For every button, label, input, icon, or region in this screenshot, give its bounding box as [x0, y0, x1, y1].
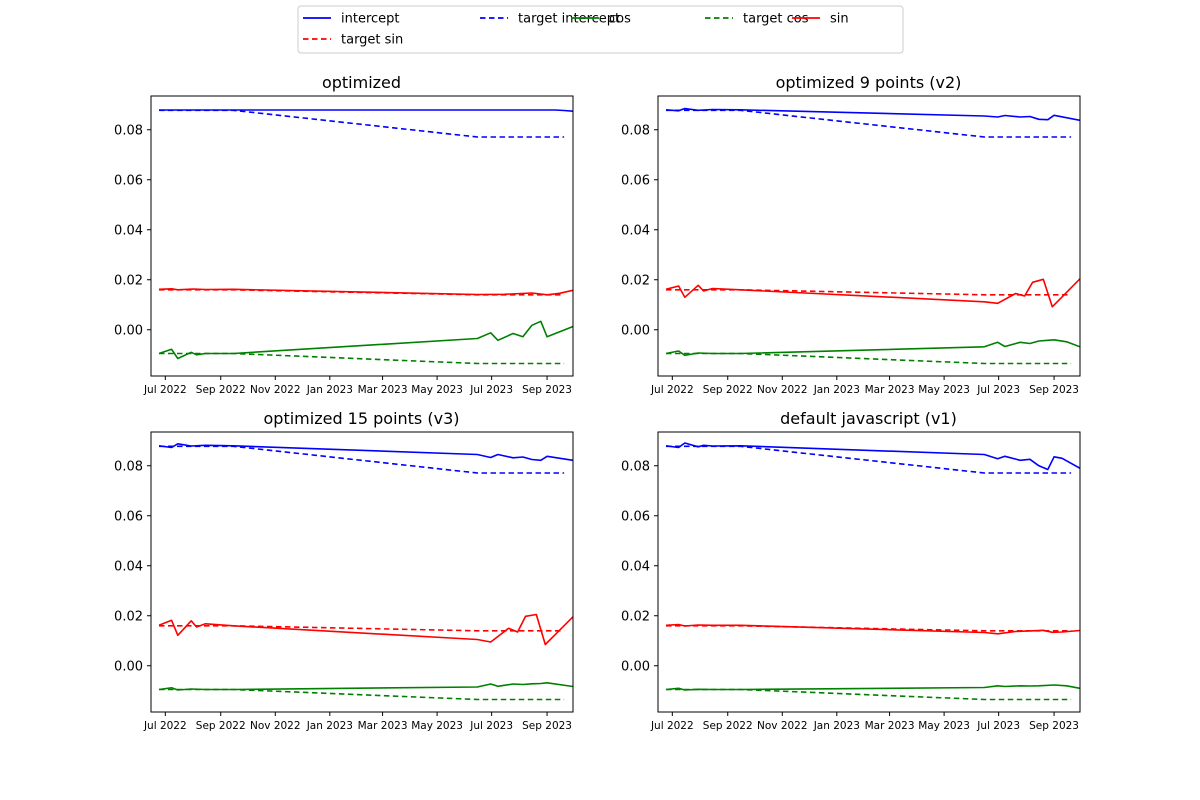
x-tick-label: May 2023 [411, 384, 463, 396]
legend-item-target-sin: target sin [303, 33, 403, 48]
series-line-cos [158, 681, 573, 691]
x-tick-label: May 2023 [918, 720, 970, 732]
x-tick-label: Sep 2022 [703, 384, 753, 396]
y-tick-label: 0.06 [114, 509, 143, 524]
y-tick-label: 0.04 [621, 559, 650, 574]
legend-label: target intercept [518, 12, 620, 27]
subplot-title: optimized [322, 73, 401, 92]
x-tick-label: Sep 2022 [196, 720, 246, 732]
x-tick-label: May 2023 [918, 384, 970, 396]
legend-item-intercept: intercept [303, 12, 400, 27]
x-tick-label: Sep 2022 [703, 720, 753, 732]
y-tick-label: 0.08 [114, 459, 143, 474]
x-tick-label: Jul 2022 [143, 720, 187, 732]
legend-item-target-cos: target cos [705, 12, 809, 27]
series-group [665, 442, 1080, 701]
series-line-cos [665, 684, 1080, 691]
y-tick-label: 0.08 [621, 123, 650, 138]
series-line-sin [665, 278, 1080, 308]
axes-frame [657, 431, 1081, 713]
y-tick-label: 0.02 [621, 609, 650, 624]
legend-frame [297, 5, 904, 54]
x-tick-label: Jul 2022 [650, 720, 694, 732]
series-line-sin [158, 613, 573, 646]
x-tick-label: Nov 2022 [250, 720, 301, 732]
x-tick-label: Jul 2022 [143, 384, 187, 396]
x-tick-label: Sep 2022 [196, 384, 246, 396]
subplot-title: optimized 15 points (v3) [264, 409, 460, 428]
x-tick-label: Nov 2022 [757, 384, 808, 396]
x-tick-label: Mar 2023 [865, 384, 915, 396]
y-tick-label: 0.00 [621, 323, 650, 338]
axes-frame [150, 431, 574, 713]
legend-label: cos [609, 12, 631, 27]
y-tick-label: 0.00 [114, 323, 143, 338]
legend-label: target cos [743, 12, 809, 27]
subplot-title: default javascript (v1) [780, 409, 957, 428]
x-tick-label: Nov 2022 [250, 384, 301, 396]
series-line-intercept [665, 107, 1080, 122]
legend-label: target sin [341, 33, 403, 48]
series-line-cos [158, 320, 573, 360]
legend-item-sin: sin [792, 12, 849, 27]
y-tick-label: 0.04 [114, 223, 143, 238]
series-group [158, 442, 573, 701]
series-line-sin [665, 623, 1080, 635]
y-tick-label: 0.02 [621, 273, 650, 288]
y-tick-label: 0.06 [621, 509, 650, 524]
x-tick-label: Jan 2023 [306, 384, 353, 396]
series-line-intercept [158, 442, 573, 462]
x-tick-label: Jan 2023 [306, 720, 353, 732]
y-tick-label: 0.04 [621, 223, 650, 238]
y-tick-label: 0.08 [621, 459, 650, 474]
series-line-intercept [665, 442, 1080, 471]
x-tick-label: Sep 2023 [522, 720, 572, 732]
x-tick-label: Jul 2023 [469, 720, 513, 732]
legend-label: intercept [341, 12, 400, 27]
subplot-optimized-9-points: optimized 9 points (v2) Jul 2022 Sep 2022… [621, 73, 1081, 396]
axes-frame [657, 95, 1081, 377]
x-tick-label: Mar 2023 [865, 720, 915, 732]
y-tick-label: 0.08 [114, 123, 143, 138]
x-tick-label: Mar 2023 [358, 720, 408, 732]
series-line-sin [158, 287, 573, 296]
series-line-target-cos [159, 352, 565, 365]
x-tick-label: May 2023 [411, 720, 463, 732]
subplot-default-javascript: default javascript (v1) Jul 2022 Sep 2022… [621, 409, 1081, 732]
legend-item-cos: cos [571, 12, 631, 27]
y-tick-label: 0.02 [114, 273, 143, 288]
x-tick-label: Sep 2023 [1029, 384, 1079, 396]
y-tick-label: 0.00 [114, 659, 143, 674]
x-tick-label: Jan 2023 [813, 384, 860, 396]
legend-item-target-intercept: target intercept [480, 12, 620, 27]
subplot-optimized: optimized Jul 2022 Sep 2022 Nov 2022 Jan 20… [114, 73, 574, 396]
y-tick-label: 0.06 [114, 173, 143, 188]
x-tick-label: Jan 2023 [813, 720, 860, 732]
x-tick-label: Sep 2023 [522, 384, 572, 396]
y-tick-label: 0.00 [621, 659, 650, 674]
series-line-intercept [159, 109, 573, 112]
y-tick-label: 0.04 [114, 559, 143, 574]
x-tick-label: Jul 2023 [976, 720, 1020, 732]
x-tick-label: Jul 2022 [650, 384, 694, 396]
y-tick-label: 0.06 [621, 173, 650, 188]
legend-label: sin [830, 12, 849, 27]
x-tick-label: Jul 2023 [469, 384, 513, 396]
y-tick-label: 0.02 [114, 609, 143, 624]
subplot-optimized-15-points: optimized 15 points (v3) Jul 2022 Sep 202… [114, 409, 574, 732]
series-line-cos [665, 338, 1080, 357]
series-line-target-intercept [666, 445, 1072, 474]
x-tick-label: Jul 2023 [976, 384, 1020, 396]
x-tick-label: Sep 2023 [1029, 720, 1079, 732]
axes-frame [150, 95, 574, 377]
series-group [158, 109, 573, 365]
series-group [665, 107, 1080, 365]
x-tick-label: Nov 2022 [757, 720, 808, 732]
x-tick-label: Mar 2023 [358, 384, 408, 396]
subplot-title: optimized 9 points (v2) [776, 73, 962, 92]
